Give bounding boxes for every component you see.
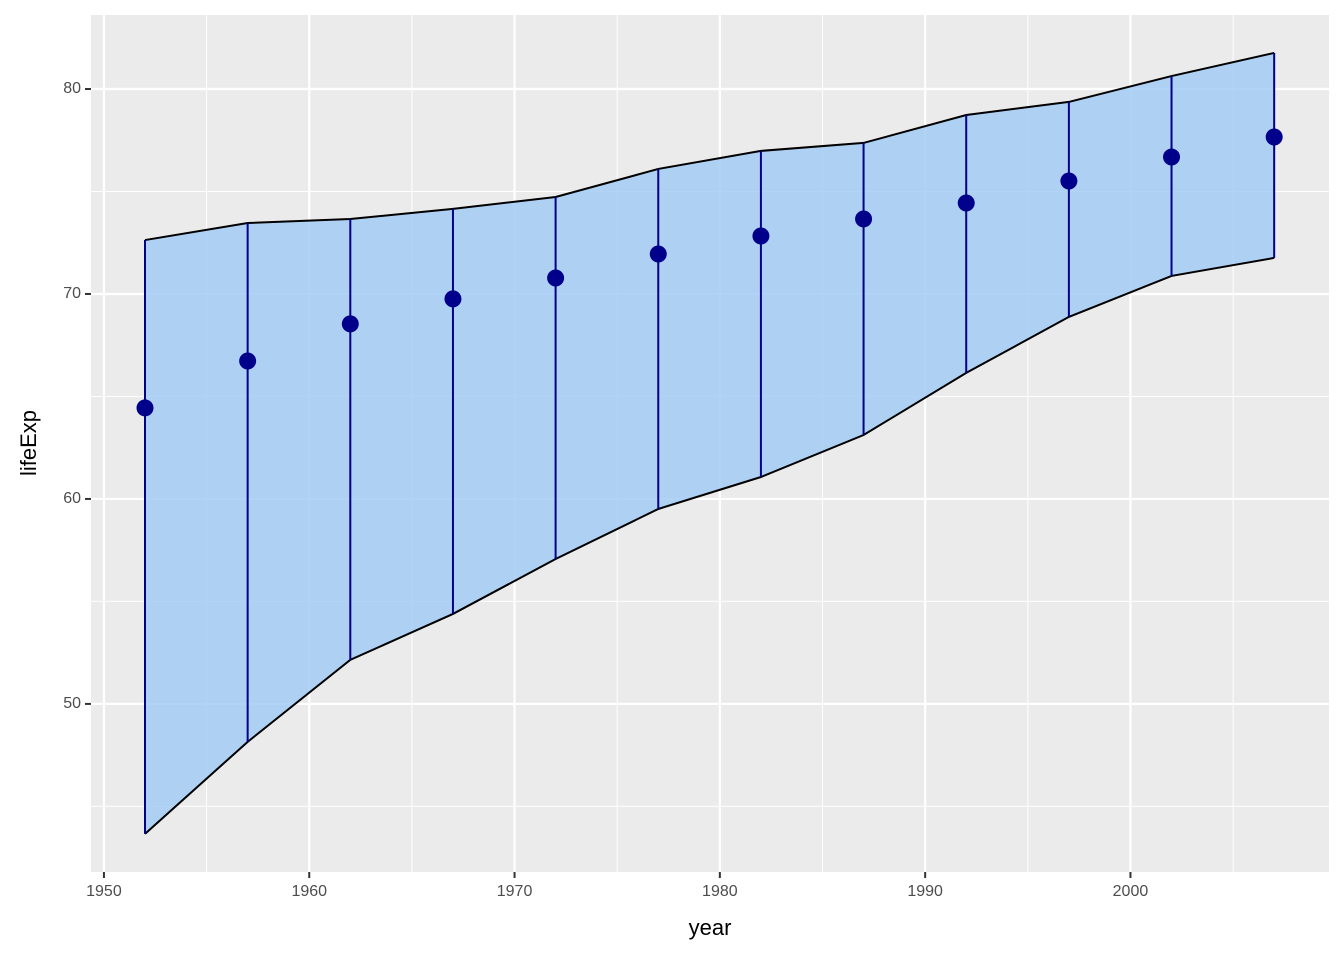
x-tick-label: 1990 — [907, 883, 943, 900]
x-axis-title: year — [689, 915, 732, 940]
point — [1060, 172, 1078, 190]
point — [341, 315, 359, 333]
point — [649, 245, 667, 263]
point — [752, 227, 770, 245]
y-tick-label: 80 — [63, 80, 81, 97]
point — [136, 399, 154, 417]
point — [957, 194, 975, 212]
point — [239, 352, 257, 370]
point — [1163, 148, 1181, 166]
x-tick-label: 1980 — [702, 883, 738, 900]
point — [444, 290, 462, 308]
y-axis-title: lifeExp — [16, 410, 41, 476]
point — [855, 210, 873, 228]
point — [1265, 128, 1283, 146]
y-tick-label: 50 — [63, 695, 81, 712]
x-tick-label: 2000 — [1113, 883, 1149, 900]
point — [547, 269, 565, 287]
lower-line — [144, 256, 1275, 835]
ribbon — [144, 52, 1275, 834]
y-tick-label: 70 — [63, 285, 81, 302]
x-tick-label: 1950 — [86, 883, 122, 900]
x-tick-label: 1960 — [291, 883, 327, 900]
y-tick-label: 60 — [63, 490, 81, 507]
x-tick-label: 1970 — [497, 883, 533, 900]
upper-line — [144, 51, 1275, 242]
